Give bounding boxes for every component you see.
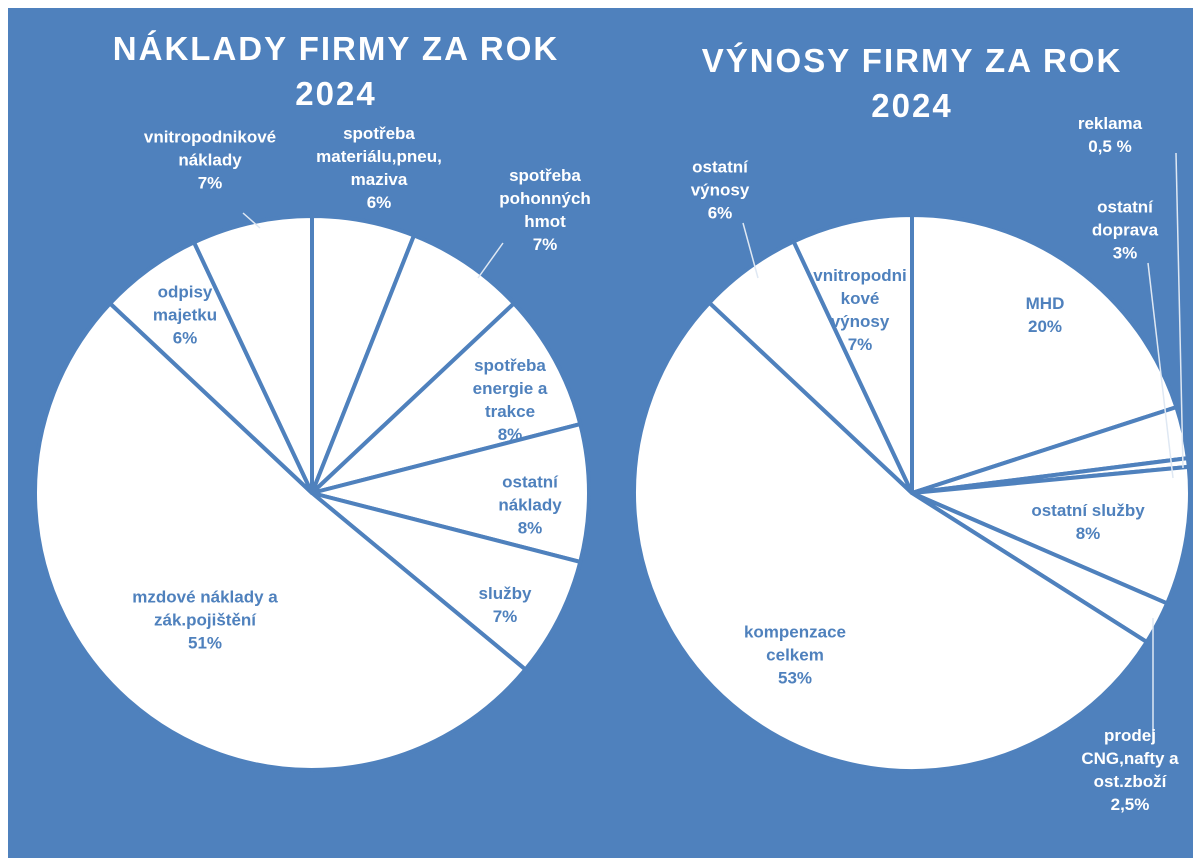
pie-slice: [910, 213, 1179, 495]
slice-value-label: 6%: [172, 328, 198, 348]
leader-line: [1175, 152, 1184, 469]
slice-value-label: 0,5 %: [1088, 137, 1132, 156]
slice-label: spotřeba energie a trakce 8%: [460, 354, 560, 446]
slice-value-label: 6%: [707, 203, 733, 223]
pie-canvas: [32, 152, 1193, 773]
slice-label: kompenzace celkem 53%: [730, 621, 860, 690]
chart: NÁKLADY FIRMY ZA ROK 2024 VÝNOSY FIRMY Z…: [8, 8, 1193, 858]
slice-label: prodej CNG,nafty a ost.zboží 2,5%: [1070, 724, 1190, 816]
slice-category-label: spotřeba energie a trakce: [472, 356, 548, 421]
slice-label: ostatní výnosy 6%: [675, 156, 765, 225]
chart-title: VÝNOSY FIRMY ZA ROK 2024: [701, 42, 1123, 124]
pie-slice: [791, 213, 914, 495]
slice-label: MHD 20%: [1005, 292, 1085, 338]
pie-slice: [310, 422, 591, 564]
slice-value-label: 53%: [777, 668, 813, 688]
slice-category-label: vnitropodnikové náklady: [143, 127, 277, 170]
pie-slice: [632, 300, 1149, 773]
slice-label: ostatní náklady 8%: [480, 471, 580, 540]
leader-line: [1147, 262, 1174, 479]
slice-value-label: 7%: [532, 235, 558, 254]
pie-slice: [310, 491, 583, 672]
slice-label: reklama 0,5 %: [1020, 112, 1193, 158]
slice-label: služby 7%: [460, 582, 550, 628]
pie-slice: [32, 301, 528, 772]
slice-category-label: reklama: [1077, 114, 1143, 133]
slice-value-label: 7%: [197, 173, 223, 193]
leader-line: [477, 242, 504, 279]
slice-value-label: 7%: [492, 607, 518, 626]
slice-label: spotřeba materiálu,pneu, maziva 6%: [309, 122, 449, 214]
slice-category-label: ostatní doprava: [1091, 197, 1159, 240]
slice-label: ostatní služby 8%: [1013, 499, 1163, 545]
slice-category-label: kompenzace celkem: [743, 622, 847, 665]
slice-value-label: 8%: [497, 425, 523, 444]
slice-value-label: 3%: [1112, 243, 1138, 263]
chart-title: NÁKLADY FIRMY ZA ROK 2024: [112, 30, 560, 112]
slice-value-label: 6%: [366, 193, 392, 212]
slice-value-label: 20%: [1027, 317, 1063, 336]
slice-category-label: spotřeba pohonných hmot: [499, 166, 591, 231]
slice-category-label: prodej CNG,nafty a ost.zboží: [1081, 726, 1179, 791]
slice-label: vnitropodnikové náklady 7%: [110, 126, 310, 195]
slice-value-label: 51%: [187, 633, 223, 653]
leader-line: [242, 212, 261, 229]
slice-category-label: odpisy majetku: [152, 282, 218, 325]
pie-slice: [310, 233, 516, 495]
leader-line: [742, 222, 759, 279]
slice-category-label: vnitropodnikové výnosy: [813, 266, 907, 331]
slice-category-label: spotřeba materiálu,pneu, maziva: [316, 124, 442, 189]
slice-label: ostatní doprava 3%: [1075, 196, 1175, 265]
slice-category-label: mzdové náklady a zák.pojištění: [132, 587, 278, 630]
slice-category-label: ostatní služby: [1031, 501, 1145, 520]
pie-slice: [910, 464, 1193, 606]
slice-label: spotřeba pohonných hmot 7%: [485, 164, 605, 256]
slice-category-label: MHD: [1025, 294, 1065, 313]
slice-category-label: ostatní výnosy: [690, 157, 750, 200]
slice-label: vnitropodnikové výnosy 7%: [812, 264, 908, 356]
slice-value-label: 2,5%: [1110, 795, 1150, 814]
slice-value-label: 8%: [517, 518, 543, 538]
slice-label: odpisy majetku 6%: [140, 281, 230, 350]
slice-label: mzdové náklady a zák.pojištění 51%: [120, 586, 290, 655]
pie-slice: [192, 214, 314, 495]
slice-value-label: 8%: [1075, 524, 1101, 543]
pie-slice: [310, 301, 583, 495]
slice-category-label: služby: [478, 584, 532, 603]
slice-category-label: ostatní náklady: [498, 472, 562, 515]
slice-value-label: 7%: [847, 335, 873, 354]
